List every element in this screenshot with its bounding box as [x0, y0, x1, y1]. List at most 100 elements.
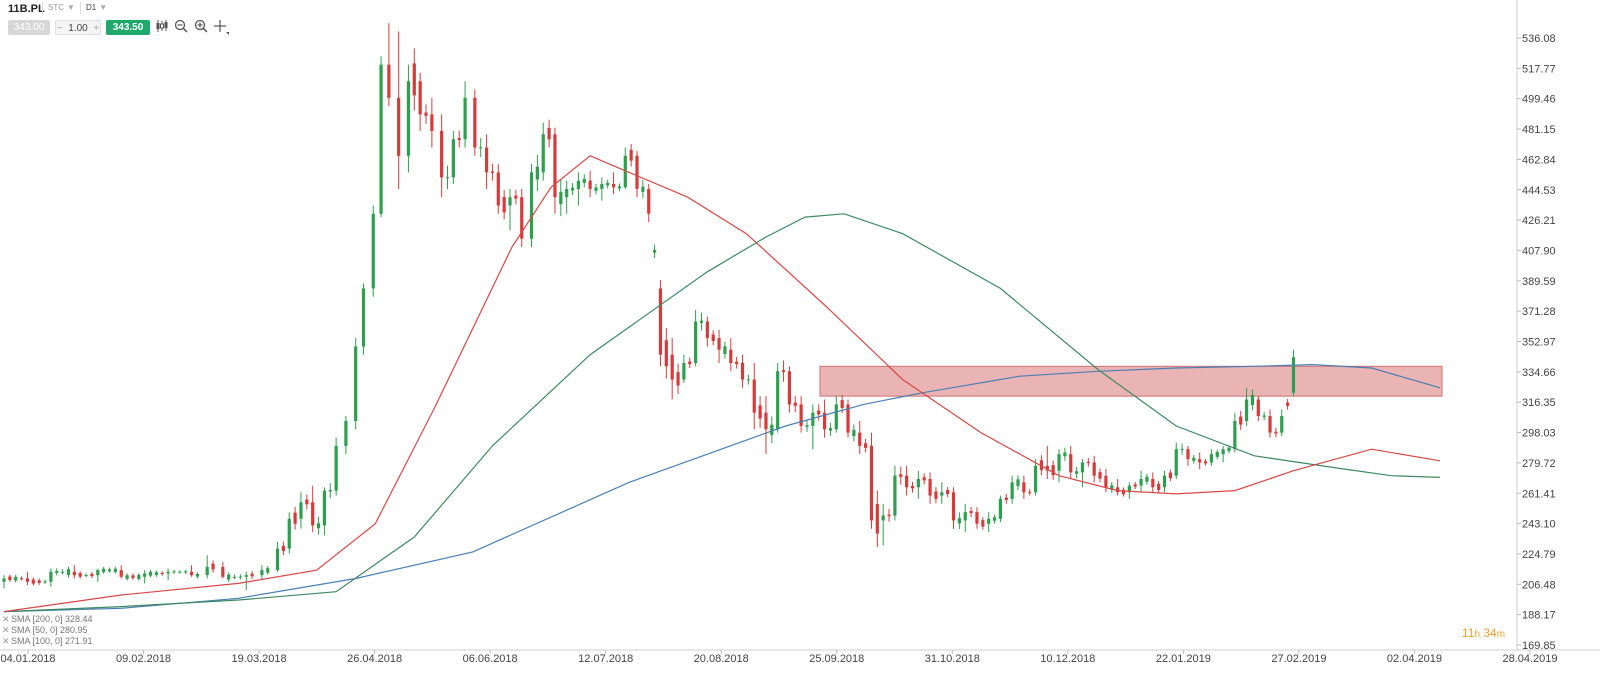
time-tick-label: 19.03.2018	[232, 653, 287, 665]
candle	[969, 507, 973, 518]
candle	[293, 506, 297, 530]
price-tick-label: 261.41	[1522, 488, 1556, 500]
candle	[281, 541, 285, 556]
price-axis[interactable]: 536.08 517.77 499.46 481.15 462.84 444.53 426.…	[1517, 33, 1556, 652]
candle	[864, 438, 868, 453]
candle	[250, 571, 254, 579]
candle	[1010, 475, 1014, 504]
close-icon[interactable]: ✕	[2, 614, 10, 624]
candle	[535, 155, 539, 192]
chevron-down-icon: ▼	[99, 3, 108, 12]
time-tick-label: 09.02.2018	[116, 653, 171, 665]
candle	[916, 470, 920, 499]
legend-sma-100-label: SMA [100, 0] 271.91	[11, 636, 93, 646]
candle	[1244, 387, 1249, 426]
interval-label: D1	[86, 3, 97, 12]
candle	[107, 567, 112, 573]
candle	[49, 568, 53, 587]
candle	[582, 174, 586, 188]
candle	[641, 180, 645, 199]
candle	[189, 565, 194, 577]
zoom-in-icon[interactable]	[193, 19, 209, 35]
interval-dropdown[interactable]: D1 ▼	[86, 3, 107, 12]
candle	[113, 566, 117, 574]
volume-value[interactable]: 1.00	[68, 23, 88, 34]
candle	[1092, 455, 1096, 483]
toolbar-separator	[42, 2, 43, 14]
candle	[1004, 493, 1008, 504]
candle	[299, 492, 303, 529]
candle	[740, 354, 745, 388]
candle	[694, 309, 698, 367]
legend-sma-50[interactable]: ✕SMA [50, 0] 280.95	[2, 625, 93, 636]
candle	[758, 396, 762, 428]
candle	[1080, 459, 1085, 488]
legend-sma-200[interactable]: ✕SMA [200, 0] 328.44	[2, 614, 93, 625]
candle	[31, 577, 35, 586]
candle	[975, 507, 979, 529]
sma-100-line	[3, 213, 1441, 613]
volume-minus-button[interactable]: −	[56, 23, 63, 34]
close-icon[interactable]: ✕	[2, 625, 10, 635]
sell-price-button[interactable]: 343.00	[8, 20, 50, 35]
candle	[490, 163, 495, 181]
time-tick-label: 25.09.2018	[809, 653, 864, 665]
candle	[72, 565, 76, 579]
volume-plus-button[interactable]: +	[93, 23, 100, 34]
candle	[1168, 469, 1172, 482]
candle	[1063, 447, 1067, 461]
volume-stepper[interactable]: − 1.00 +	[55, 20, 101, 35]
time-tick-label: 31.10.2018	[925, 653, 980, 665]
candle	[55, 568, 59, 576]
price-tick-label: 243.10	[1522, 519, 1556, 531]
buy-price-button[interactable]: 343.50	[106, 20, 150, 35]
candle	[834, 396, 838, 433]
candle	[412, 48, 416, 111]
candle	[729, 338, 733, 372]
candle	[96, 568, 100, 582]
candle	[893, 465, 897, 521]
candle	[559, 179, 563, 217]
candle	[588, 170, 592, 198]
candle	[1151, 472, 1155, 493]
candle	[238, 574, 243, 580]
instrument-type-dropdown[interactable]: STC ▼	[48, 3, 75, 12]
candle	[764, 396, 768, 455]
candle	[1280, 409, 1284, 436]
candle	[43, 579, 47, 584]
candle	[387, 23, 391, 107]
candle	[1186, 445, 1190, 466]
price-tick-label: 298.03	[1522, 428, 1556, 440]
resistance-zone[interactable]	[819, 365, 1443, 397]
candle	[1145, 473, 1149, 485]
price-tick-label: 169.85	[1522, 640, 1556, 652]
candle	[1286, 398, 1290, 410]
crosshair-icon[interactable]	[213, 19, 229, 35]
candle	[553, 127, 557, 214]
candle	[1139, 470, 1143, 493]
zoom-out-icon[interactable]	[173, 19, 189, 35]
candle	[951, 487, 956, 529]
candle	[1104, 469, 1108, 493]
candle	[998, 495, 1003, 523]
candle	[846, 399, 850, 438]
candle	[184, 569, 188, 575]
time-tick-label: 20.08.2018	[694, 653, 749, 665]
candle	[735, 357, 739, 369]
candle	[817, 404, 821, 421]
candle	[852, 424, 856, 442]
candle	[1198, 452, 1202, 470]
legend-sma-100[interactable]: ✕SMA [100, 0] 271.91	[2, 636, 93, 647]
candlestick-type-icon[interactable]	[154, 19, 170, 35]
legend-sma-50-label: SMA [50, 0] 280.95	[11, 625, 88, 635]
candle	[711, 330, 715, 346]
toolbar-separator	[80, 2, 81, 14]
symbol-label: 11B.PL	[8, 3, 45, 15]
candle	[418, 72, 422, 131]
candle	[1133, 482, 1137, 489]
candle	[565, 180, 569, 214]
close-icon[interactable]: ✕	[2, 636, 10, 646]
candle	[576, 172, 580, 206]
time-axis[interactable]: 04.01.2018 09.02.2018 19.03.2018 26.04.2018…	[0, 650, 1558, 665]
